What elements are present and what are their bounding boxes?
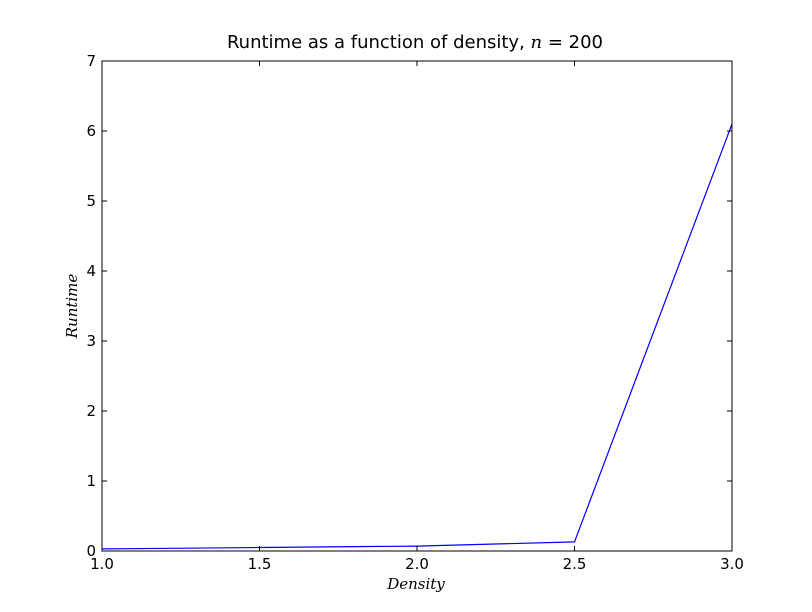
y-axis-label: Runtime	[63, 274, 81, 340]
y-tick-label: 6	[86, 122, 96, 140]
y-tick-label: 5	[86, 192, 96, 210]
x-tick-label: 1.0	[90, 555, 114, 573]
chart-title-prefix: Runtime as a function of density,	[227, 32, 531, 53]
x-axis-label: Density	[386, 575, 445, 593]
y-tick-label: 1	[86, 472, 96, 490]
plot-area	[101, 60, 733, 552]
x-tick-label: 3.0	[720, 555, 744, 573]
y-tick-label: 7	[86, 52, 96, 70]
chart-title-suffix: = 200	[542, 32, 603, 53]
y-axis-ticks: 0 1 2 3 4 5 6 7	[86, 52, 732, 560]
x-axis-ticks: 1.0 1.5 2.0 2.5 3.0	[90, 61, 744, 573]
plot-frame	[101, 60, 733, 552]
x-tick-label: 2.0	[405, 555, 429, 573]
series-line-0	[101, 123, 733, 550]
y-tick-label: 3	[86, 332, 96, 350]
y-tick-label: 2	[86, 402, 96, 420]
x-tick-label: 1.5	[248, 555, 272, 573]
chart-title: Runtime as a function of density, n = 20…	[227, 32, 603, 53]
x-tick-label: 2.5	[563, 555, 587, 573]
chart-title-variable: n	[531, 32, 543, 53]
y-tick-label: 4	[86, 262, 96, 280]
y-tick-label: 0	[86, 542, 96, 560]
